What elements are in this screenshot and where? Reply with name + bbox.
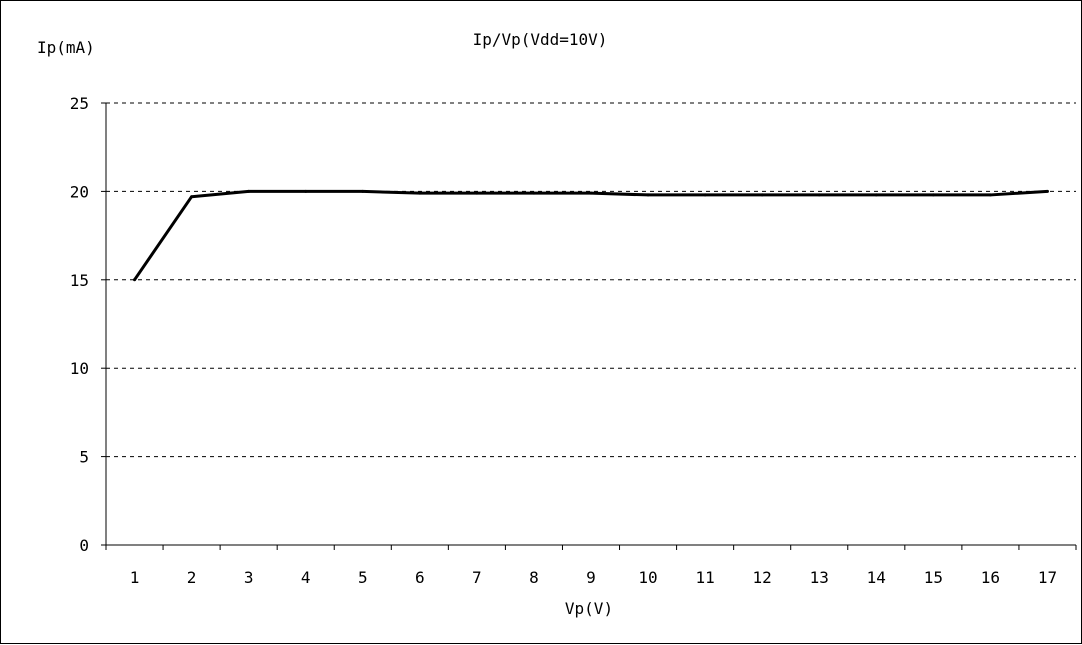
data-point-0-16 [1045, 189, 1049, 193]
gridlines [106, 102, 1076, 458]
data-point-0-14 [931, 193, 935, 197]
data-point-0-9 [646, 193, 650, 197]
x-tick-label-4: 4 [301, 568, 311, 587]
x-tick-label-6: 6 [415, 568, 425, 587]
data-point-0-15 [988, 193, 992, 197]
x-tick-label-2: 2 [187, 568, 197, 587]
x-tick-label-10: 10 [638, 568, 657, 587]
data-point-0-13 [874, 193, 878, 197]
y-tick-label-20: 20 [70, 182, 89, 201]
x-tick-label-7: 7 [472, 568, 482, 587]
data-point-0-2 [247, 189, 251, 193]
x-tick-label-1: 1 [130, 568, 140, 587]
x-tick-label-8: 8 [529, 568, 539, 587]
x-tick-label-15: 15 [924, 568, 943, 587]
y-tick-labels: 0 5 10 15 20 25 [70, 94, 89, 555]
y-axis-label: Ip(mA) [37, 38, 95, 57]
data-point-0-5 [418, 191, 422, 195]
y-tick-label-25: 25 [70, 94, 89, 113]
x-tick-label-17: 17 [1038, 568, 1057, 587]
x-tick-label-9: 9 [586, 568, 596, 587]
axes [101, 102, 1077, 550]
x-tick-label-12: 12 [753, 568, 772, 587]
x-tick-label-14: 14 [867, 568, 886, 587]
x-tick-label-13: 13 [810, 568, 829, 587]
x-tick-label-11: 11 [695, 568, 714, 587]
x-tick-label-5: 5 [358, 568, 368, 587]
data-point-0-4 [361, 189, 365, 193]
x-tick-label-3: 3 [244, 568, 254, 587]
series-line-0 [133, 189, 1048, 281]
data-point-0-7 [532, 191, 536, 195]
data-point-0-1 [190, 195, 194, 199]
chart-title: Ip/Vp(Vdd=10V) [473, 30, 608, 49]
data-point-0-6 [475, 191, 479, 195]
data-point-0-8 [589, 191, 593, 195]
y-tick-label-0: 0 [79, 536, 89, 555]
x-tick-labels: 1 2 3 4 5 6 7 8 9 10 11 12 13 14 15 16 17 [130, 568, 1057, 587]
data-point-0-0 [133, 278, 137, 282]
data-point-0-3 [304, 189, 308, 193]
y-tick-label-5: 5 [79, 448, 89, 467]
data-point-0-10 [703, 193, 707, 197]
series-group [133, 189, 1049, 282]
data-point-0-12 [817, 193, 821, 197]
data-point-0-11 [760, 193, 764, 197]
x-tick-label-16: 16 [981, 568, 1000, 587]
y-tick-label-10: 10 [70, 359, 89, 378]
x-axis-label: Vp(V) [565, 599, 613, 618]
y-tick-label-15: 15 [70, 271, 89, 290]
